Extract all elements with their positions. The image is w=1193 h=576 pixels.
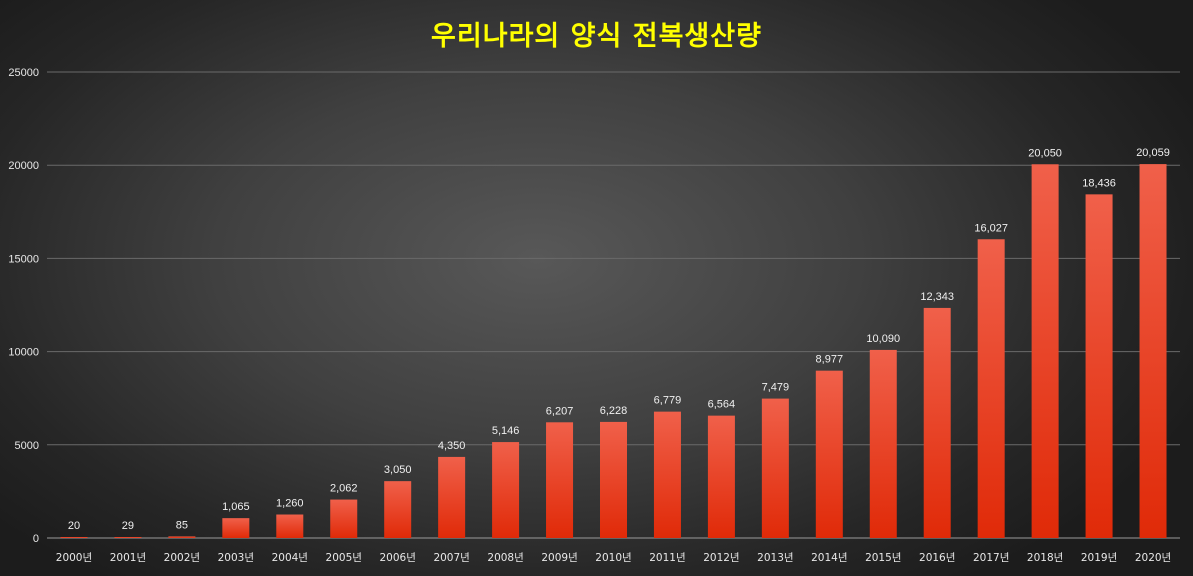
y-tick-label: 0 xyxy=(33,533,39,545)
data-label: 29 xyxy=(122,520,134,532)
y-tick-label: 20000 xyxy=(8,160,39,172)
y-axis-ticks: 0 5000 10000 15000 20000 25000 xyxy=(8,67,39,545)
bar-2014년 xyxy=(815,370,843,538)
x-tick-label: 2013년 xyxy=(757,552,793,564)
bar-2005년 xyxy=(330,499,358,538)
bar-2001년 xyxy=(114,537,142,538)
x-tick-label: 2014년 xyxy=(811,552,847,564)
x-tick-label: 2010년 xyxy=(595,552,631,564)
data-label: 20 xyxy=(68,520,80,532)
data-label: 18,436 xyxy=(1082,177,1116,189)
data-label: 6,779 xyxy=(654,395,682,407)
x-tick-label: 2006년 xyxy=(379,552,415,564)
bar-2010년 xyxy=(600,421,627,538)
data-label: 85 xyxy=(176,519,188,531)
data-label: 3,050 xyxy=(384,464,412,476)
data-label: 5,146 xyxy=(492,425,520,437)
bar-2011년 xyxy=(653,411,681,538)
data-label: 6,207 xyxy=(546,405,574,417)
data-label: 1,065 xyxy=(222,501,250,513)
x-tick-label: 2008년 xyxy=(487,552,523,564)
data-label: 20,050 xyxy=(1028,147,1062,159)
data-label: 1,260 xyxy=(276,498,304,510)
data-label: 20,059 xyxy=(1136,147,1170,159)
x-axis-ticks: 2000년 2001년 2002년 2003년 2004년 2005년 2006년 2007년… xyxy=(56,552,1171,564)
bar-2013년 xyxy=(761,398,789,538)
data-label: 16,027 xyxy=(974,222,1008,234)
data-label: 2,062 xyxy=(330,483,358,495)
bar-2016년 xyxy=(923,307,951,538)
data-labels: 20 29 85 1,065 1,260 2,062 3,050 4,350 5,146 6,20… xyxy=(68,147,1170,532)
x-tick-label: 2017년 xyxy=(973,552,1009,564)
y-tick-label: 5000 xyxy=(15,440,39,452)
bar-2015년 xyxy=(869,349,897,538)
bar-2017년 xyxy=(977,239,1005,538)
bar-2007년 xyxy=(438,456,466,538)
data-label: 10,090 xyxy=(866,333,900,345)
data-label: 4,350 xyxy=(438,440,466,452)
x-tick-label: 2004년 xyxy=(272,552,308,564)
x-tick-label: 2018년 xyxy=(1027,552,1063,564)
bars xyxy=(60,164,1167,539)
bar-2000년 xyxy=(60,537,88,538)
x-tick-label: 2015년 xyxy=(865,552,901,564)
x-tick-label: 2020년 xyxy=(1135,552,1171,564)
bar-2009년 xyxy=(546,422,574,538)
x-tick-label: 2012년 xyxy=(703,552,739,564)
x-tick-label: 2000년 xyxy=(56,552,92,564)
bar-2008년 xyxy=(492,442,520,538)
bar-2020년 xyxy=(1139,164,1167,539)
x-tick-label: 2005년 xyxy=(326,552,362,564)
x-tick-label: 2019년 xyxy=(1081,552,1117,564)
bar-2006년 xyxy=(384,481,412,538)
x-tick-label: 2003년 xyxy=(218,552,254,564)
bar-2004년 xyxy=(276,514,304,538)
x-tick-label: 2009년 xyxy=(541,552,577,564)
data-label: 12,343 xyxy=(920,291,954,303)
data-label: 8,977 xyxy=(816,354,844,366)
x-tick-label: 2001년 xyxy=(110,552,146,564)
x-tick-label: 2016년 xyxy=(919,552,955,564)
chart-title: 우리나라의 양식 전복생산량 xyxy=(431,21,762,52)
x-tick-label: 2002년 xyxy=(164,552,200,564)
bar-2003년 xyxy=(222,518,250,538)
y-tick-label: 15000 xyxy=(8,253,39,265)
y-tick-label: 10000 xyxy=(8,347,39,359)
x-tick-label: 2007년 xyxy=(433,552,469,564)
bar-2012년 xyxy=(707,415,735,538)
bar-2018년 xyxy=(1031,164,1059,538)
bar-2019년 xyxy=(1085,194,1113,538)
bar-2002년 xyxy=(168,536,196,538)
y-tick-label: 25000 xyxy=(8,67,39,79)
data-label: 6,564 xyxy=(708,399,736,411)
data-label: 6,228 xyxy=(600,405,628,417)
x-tick-label: 2011년 xyxy=(649,552,685,564)
data-label: 7,479 xyxy=(762,382,790,394)
